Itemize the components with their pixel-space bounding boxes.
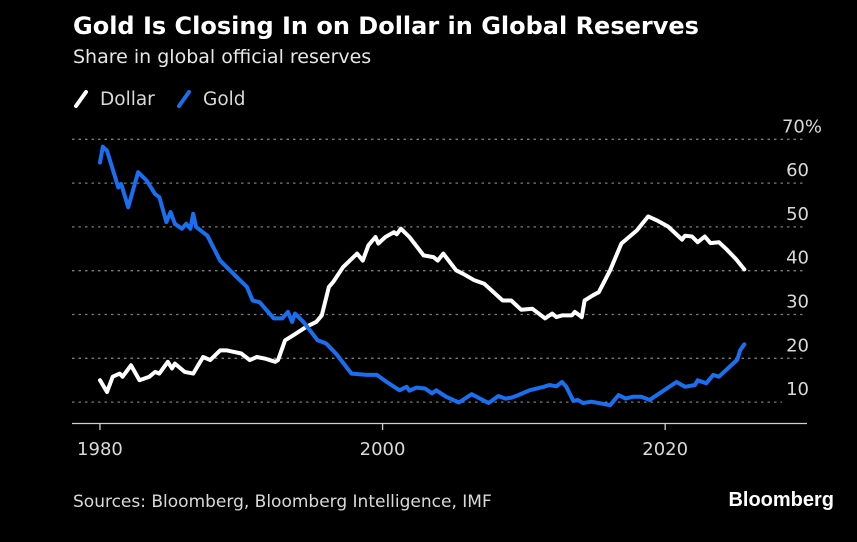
y-axis: 10 20 30 40 50 60 70%: [782, 116, 822, 400]
y-tick-label: 30: [786, 292, 809, 313]
x-tick-label: 2020: [642, 439, 688, 460]
legend-dollar-swatch: [74, 90, 88, 108]
y-tick-label: 60: [786, 160, 809, 181]
series-line-dollar: [98, 214, 747, 394]
chart-title: Gold Is Closing In on Dollar in Global R…: [73, 12, 699, 40]
y-tick-label: 50: [786, 204, 809, 225]
series-lines: [98, 144, 747, 408]
bloomberg-logo: Bloomberg: [728, 489, 834, 511]
y-tick-label: 40: [786, 248, 809, 269]
x-axis: 1980 2000 2020: [72, 422, 807, 460]
series-line-gold: [98, 144, 747, 408]
x-tick-label: 2000: [360, 439, 406, 460]
y-tick-label: 10: [786, 379, 809, 400]
gridlines: [72, 138, 806, 403]
legend-gold-label: Gold: [203, 89, 246, 110]
chart-subtitle: Share in global official reserves: [73, 46, 371, 68]
x-tick-label: 1980: [77, 439, 123, 460]
source-note: Sources: Bloomberg, Bloomberg Intelligen…: [73, 492, 492, 512]
legend-gold-swatch: [177, 90, 191, 108]
y-tick-label: 20: [786, 335, 809, 356]
legend-dollar-label: Dollar: [100, 89, 155, 110]
legend: Dollar Gold: [74, 89, 246, 110]
y-tick-label: 70%: [782, 116, 822, 137]
